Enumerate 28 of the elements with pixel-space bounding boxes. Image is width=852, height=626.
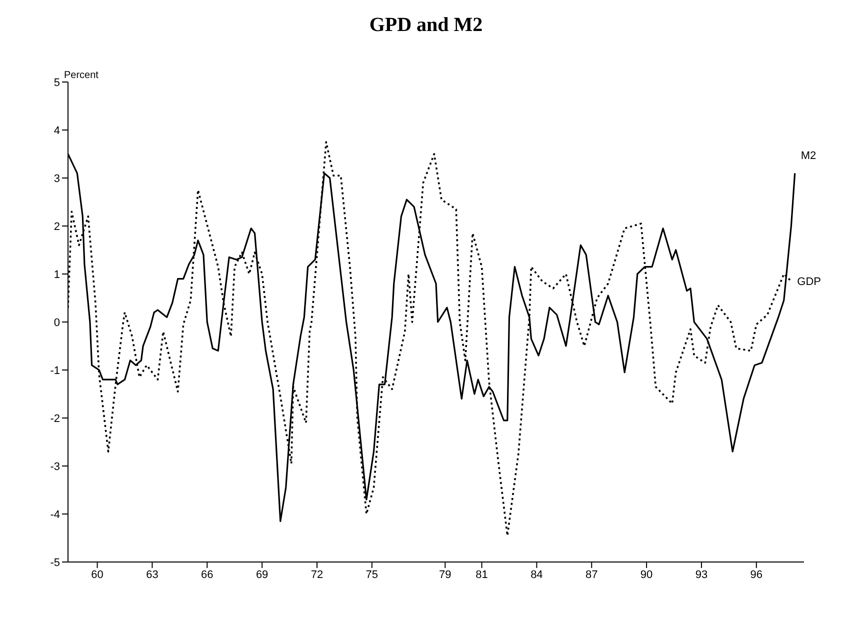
x-tick-label: 96 <box>750 568 763 581</box>
y-tick-label: -4 <box>50 508 60 521</box>
y-tick-label: -5 <box>50 556 60 569</box>
y-tick-label: 3 <box>54 172 60 185</box>
series-label: M2 <box>800 150 816 162</box>
y-tick-label: -1 <box>50 364 60 377</box>
y-tick-label: 1 <box>54 268 60 281</box>
x-tick-label: 63 <box>146 568 158 581</box>
x-tick-label: 69 <box>256 568 268 581</box>
x-tick-label: 90 <box>640 568 653 581</box>
y-tick-label: 2 <box>54 220 60 233</box>
x-tick-label: 60 <box>91 568 104 581</box>
x-tick-label: 66 <box>201 568 214 581</box>
x-tick-label: 93 <box>695 568 708 581</box>
y-tick-label: 0 <box>54 316 60 329</box>
x-tick-label: 72 <box>310 568 324 581</box>
x-tick-label: 75 <box>366 568 378 581</box>
y-tick-label: 4 <box>54 124 60 137</box>
x-tick-label: 81 <box>476 568 488 581</box>
x-tick-label: 87 <box>585 568 598 581</box>
y-tick-label: -2 <box>50 412 60 425</box>
y-tick-label: 5 <box>54 76 60 89</box>
x-tick-label: 79 <box>439 568 452 581</box>
y-axis-title: Percent <box>64 70 98 81</box>
x-tick-label: 84 <box>530 568 543 581</box>
y-tick-label: -3 <box>50 460 60 473</box>
chart-title: GPD and M2 <box>368 14 484 38</box>
series-label: GDP <box>797 276 822 288</box>
